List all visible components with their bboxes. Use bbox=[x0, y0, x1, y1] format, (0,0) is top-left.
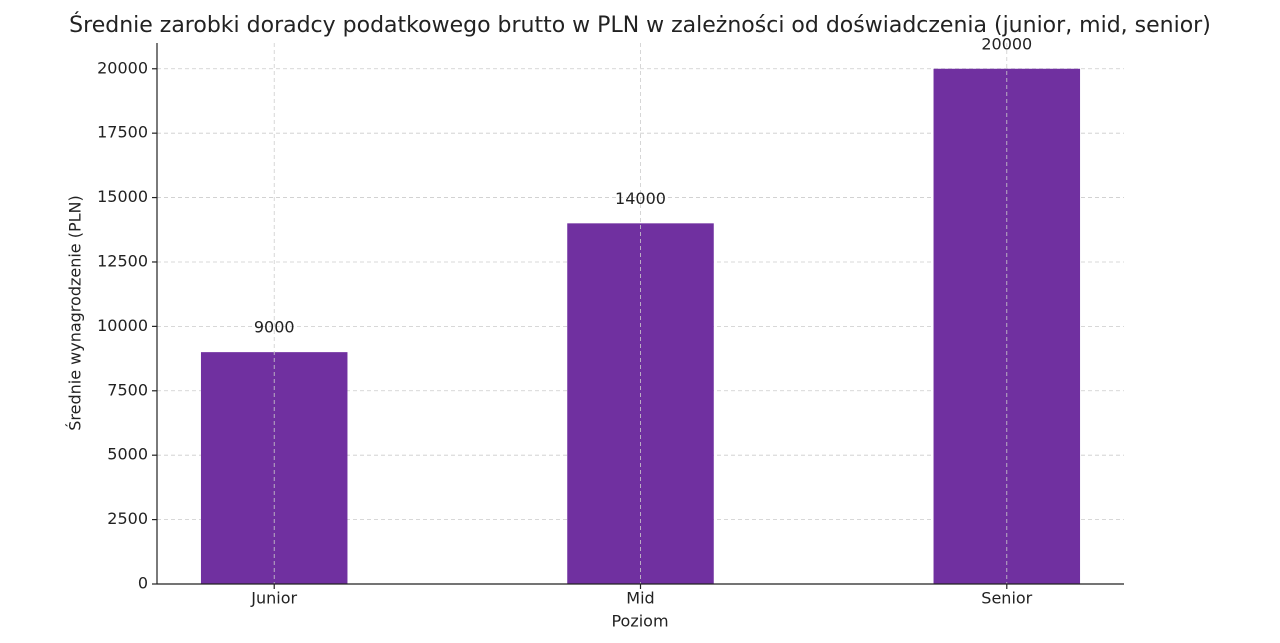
y-tick-label: 7500 bbox=[107, 380, 148, 399]
chart-title: Średnie zarobki doradcy podatkowego brut… bbox=[69, 12, 1211, 38]
value-label: 14000 bbox=[615, 189, 666, 208]
value-label: 20000 bbox=[981, 34, 1032, 53]
value-label: 9000 bbox=[254, 318, 295, 337]
x-tick-label: Junior bbox=[250, 589, 297, 608]
x-tick-label: Senior bbox=[981, 589, 1032, 608]
y-tick-label: 5000 bbox=[107, 445, 148, 464]
x-tick-label: Mid bbox=[626, 589, 654, 608]
y-tick-label: 17500 bbox=[97, 123, 148, 142]
y-tick-label: 0 bbox=[138, 574, 148, 593]
y-tick-label: 10000 bbox=[97, 316, 148, 335]
y-tick-label: 12500 bbox=[97, 251, 148, 270]
x-axis-label: Poziom bbox=[611, 612, 668, 631]
y-tick-label: 15000 bbox=[97, 187, 148, 206]
y-tick-label: 20000 bbox=[97, 58, 148, 77]
y-axis-label: Średnie wynagrodzenie (PLN) bbox=[66, 195, 85, 431]
y-tick-label: 2500 bbox=[107, 509, 148, 528]
bar bbox=[200, 352, 348, 584]
